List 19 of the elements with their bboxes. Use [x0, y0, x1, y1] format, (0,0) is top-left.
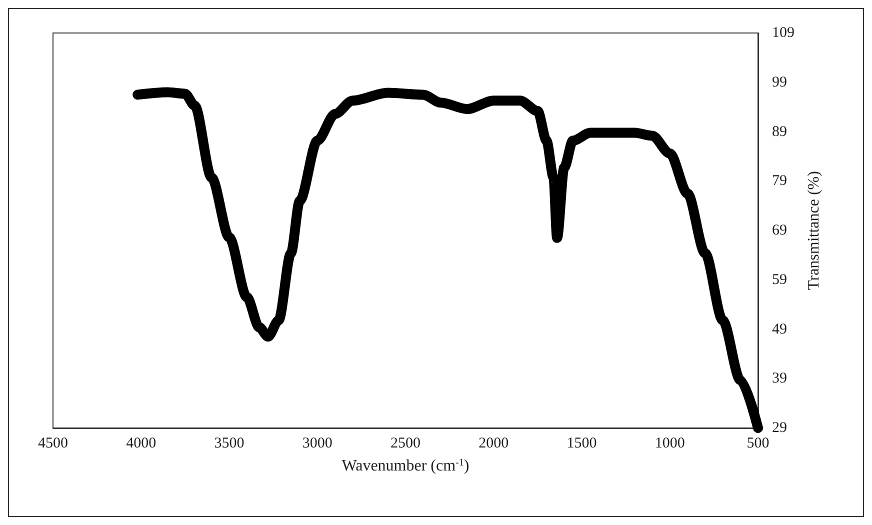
x-tick-label: 1000 [654, 436, 685, 452]
y-tick-label: 49 [772, 321, 787, 338]
x-tick-label: 4000 [126, 436, 156, 452]
x-tick-label: 3000 [302, 436, 332, 452]
x-tick-label: 2000 [478, 436, 509, 452]
y-axis-title: Transmittance (%) [806, 171, 822, 290]
y-tick-label: 59 [772, 272, 787, 288]
y-tick-label: 39 [772, 370, 787, 387]
y-tick-label: 29 [772, 420, 787, 436]
y-tick-label: 89 [772, 124, 787, 140]
x-tick-label: 1500 [566, 436, 597, 452]
y-tick-label: 79 [772, 173, 787, 190]
y-tick-label: 109 [772, 25, 794, 41]
x-tick-label: 3500 [214, 436, 244, 452]
x-tick-label: 2500 [390, 436, 420, 452]
y-tick-label: 69 [772, 222, 787, 238]
x-tick-label: 500 [746, 436, 770, 452]
y-tick-label: 99 [772, 74, 787, 90]
x-tick-label: 4500 [38, 436, 68, 452]
